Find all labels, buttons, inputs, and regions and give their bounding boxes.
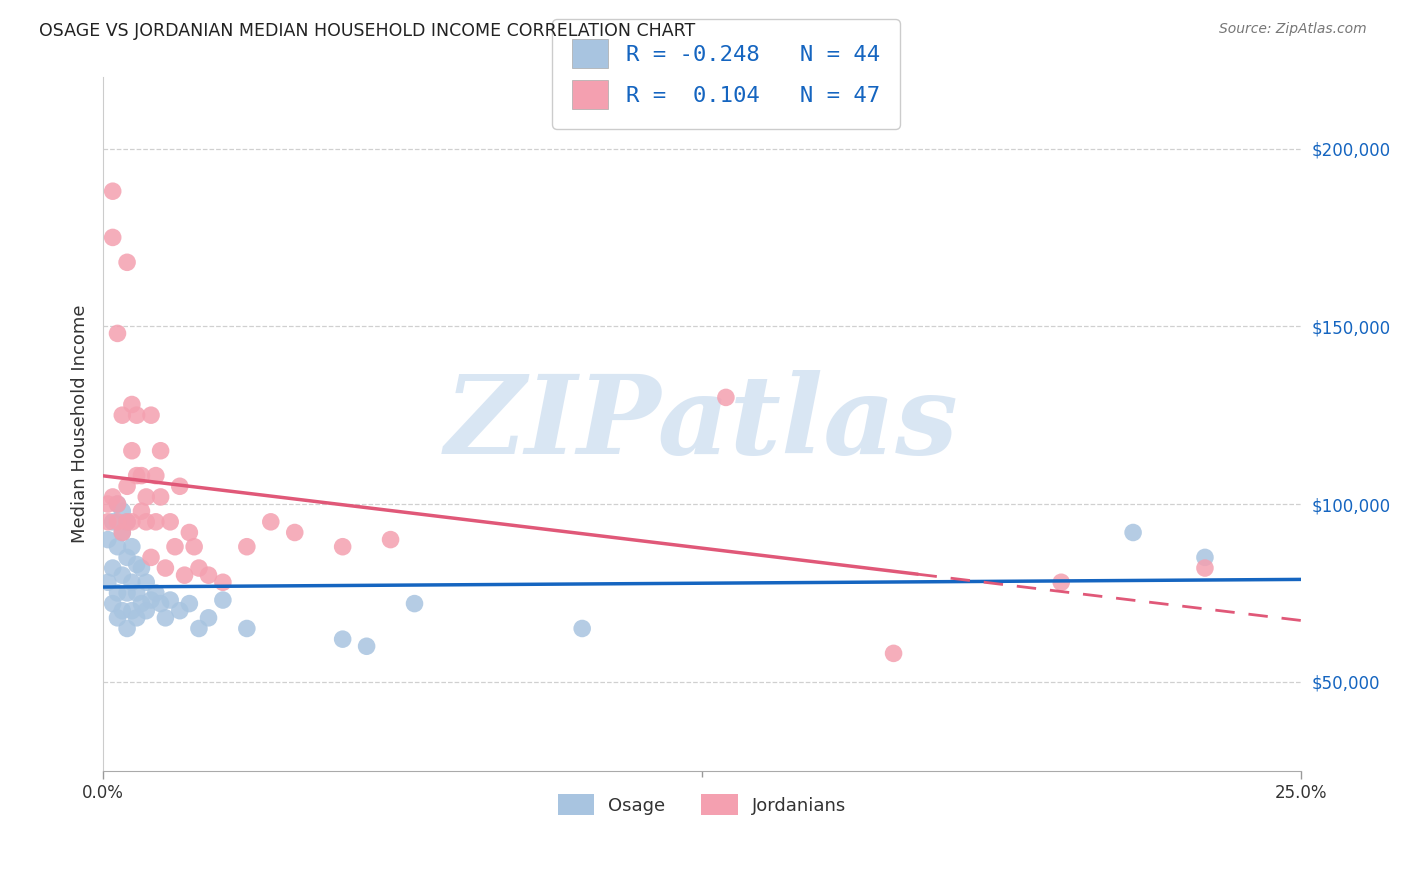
Point: [115, 255, 138, 269]
Point: [125, 586, 148, 600]
Point: [125, 558, 148, 572]
Point: [197, 568, 219, 582]
Point: [139, 408, 162, 422]
Point: [131, 561, 153, 575]
Point: [135, 575, 157, 590]
Point: [236, 540, 259, 554]
Point: [97, 533, 120, 547]
Point: [121, 575, 143, 590]
Point: [149, 490, 172, 504]
Point: [187, 561, 209, 575]
Point: [111, 604, 134, 618]
Point: [179, 525, 201, 540]
Point: [260, 515, 283, 529]
Point: [159, 515, 181, 529]
Point: [125, 408, 148, 422]
Point: [332, 540, 354, 554]
Point: [212, 593, 235, 607]
Point: [111, 568, 134, 582]
Point: [107, 326, 129, 341]
Point: [197, 611, 219, 625]
Point: [163, 540, 186, 554]
Point: [135, 490, 157, 504]
Point: [149, 443, 172, 458]
Point: [97, 515, 120, 529]
Point: [714, 391, 737, 405]
Point: [111, 525, 134, 540]
Point: [131, 468, 153, 483]
Point: [145, 515, 167, 529]
Y-axis label: Median Household Income: Median Household Income: [72, 305, 89, 543]
Point: [169, 604, 191, 618]
Point: [1050, 575, 1073, 590]
Point: [107, 497, 129, 511]
Point: [125, 611, 148, 625]
Point: [155, 611, 177, 625]
Point: [131, 597, 153, 611]
Text: OSAGE VS JORDANIAN MEDIAN HOUSEHOLD INCOME CORRELATION CHART: OSAGE VS JORDANIAN MEDIAN HOUSEHOLD INCO…: [39, 22, 696, 40]
Point: [115, 479, 138, 493]
Point: [135, 515, 157, 529]
Point: [125, 468, 148, 483]
Point: [121, 443, 143, 458]
Point: [380, 533, 402, 547]
Text: ZIPatlas: ZIPatlas: [446, 370, 959, 478]
Point: [121, 515, 143, 529]
Point: [101, 230, 124, 244]
Point: [332, 632, 354, 647]
Point: [115, 515, 138, 529]
Point: [883, 646, 905, 660]
Point: [149, 597, 172, 611]
Point: [1194, 550, 1216, 565]
Point: [187, 622, 209, 636]
Point: [115, 515, 138, 529]
Point: [107, 611, 129, 625]
Point: [101, 597, 124, 611]
Point: [284, 525, 307, 540]
Point: [97, 497, 120, 511]
Point: [169, 479, 191, 493]
Point: [212, 575, 235, 590]
Point: [115, 550, 138, 565]
Point: [121, 604, 143, 618]
Point: [183, 540, 205, 554]
Point: [145, 586, 167, 600]
Point: [97, 575, 120, 590]
Point: [571, 622, 593, 636]
Point: [107, 586, 129, 600]
Point: [101, 561, 124, 575]
Point: [173, 568, 195, 582]
Point: [179, 597, 201, 611]
Point: [356, 640, 378, 654]
Point: [159, 593, 181, 607]
Point: [121, 540, 143, 554]
Point: [139, 593, 162, 607]
Point: [404, 597, 426, 611]
Point: [115, 622, 138, 636]
Point: [131, 504, 153, 518]
Point: [107, 540, 129, 554]
Point: [115, 586, 138, 600]
Point: [236, 622, 259, 636]
Point: [1122, 525, 1144, 540]
Point: [155, 561, 177, 575]
Point: [139, 550, 162, 565]
Point: [135, 604, 157, 618]
Point: [101, 184, 124, 198]
Point: [101, 490, 124, 504]
Point: [107, 497, 129, 511]
Point: [111, 408, 134, 422]
Point: [145, 468, 167, 483]
Point: [121, 397, 143, 411]
Point: [107, 515, 129, 529]
Point: [111, 504, 134, 518]
Text: Source: ZipAtlas.com: Source: ZipAtlas.com: [1219, 22, 1367, 37]
Point: [1194, 561, 1216, 575]
Legend: Osage, Jordanians: Osage, Jordanians: [548, 785, 855, 824]
Point: [101, 515, 124, 529]
Point: [111, 525, 134, 540]
